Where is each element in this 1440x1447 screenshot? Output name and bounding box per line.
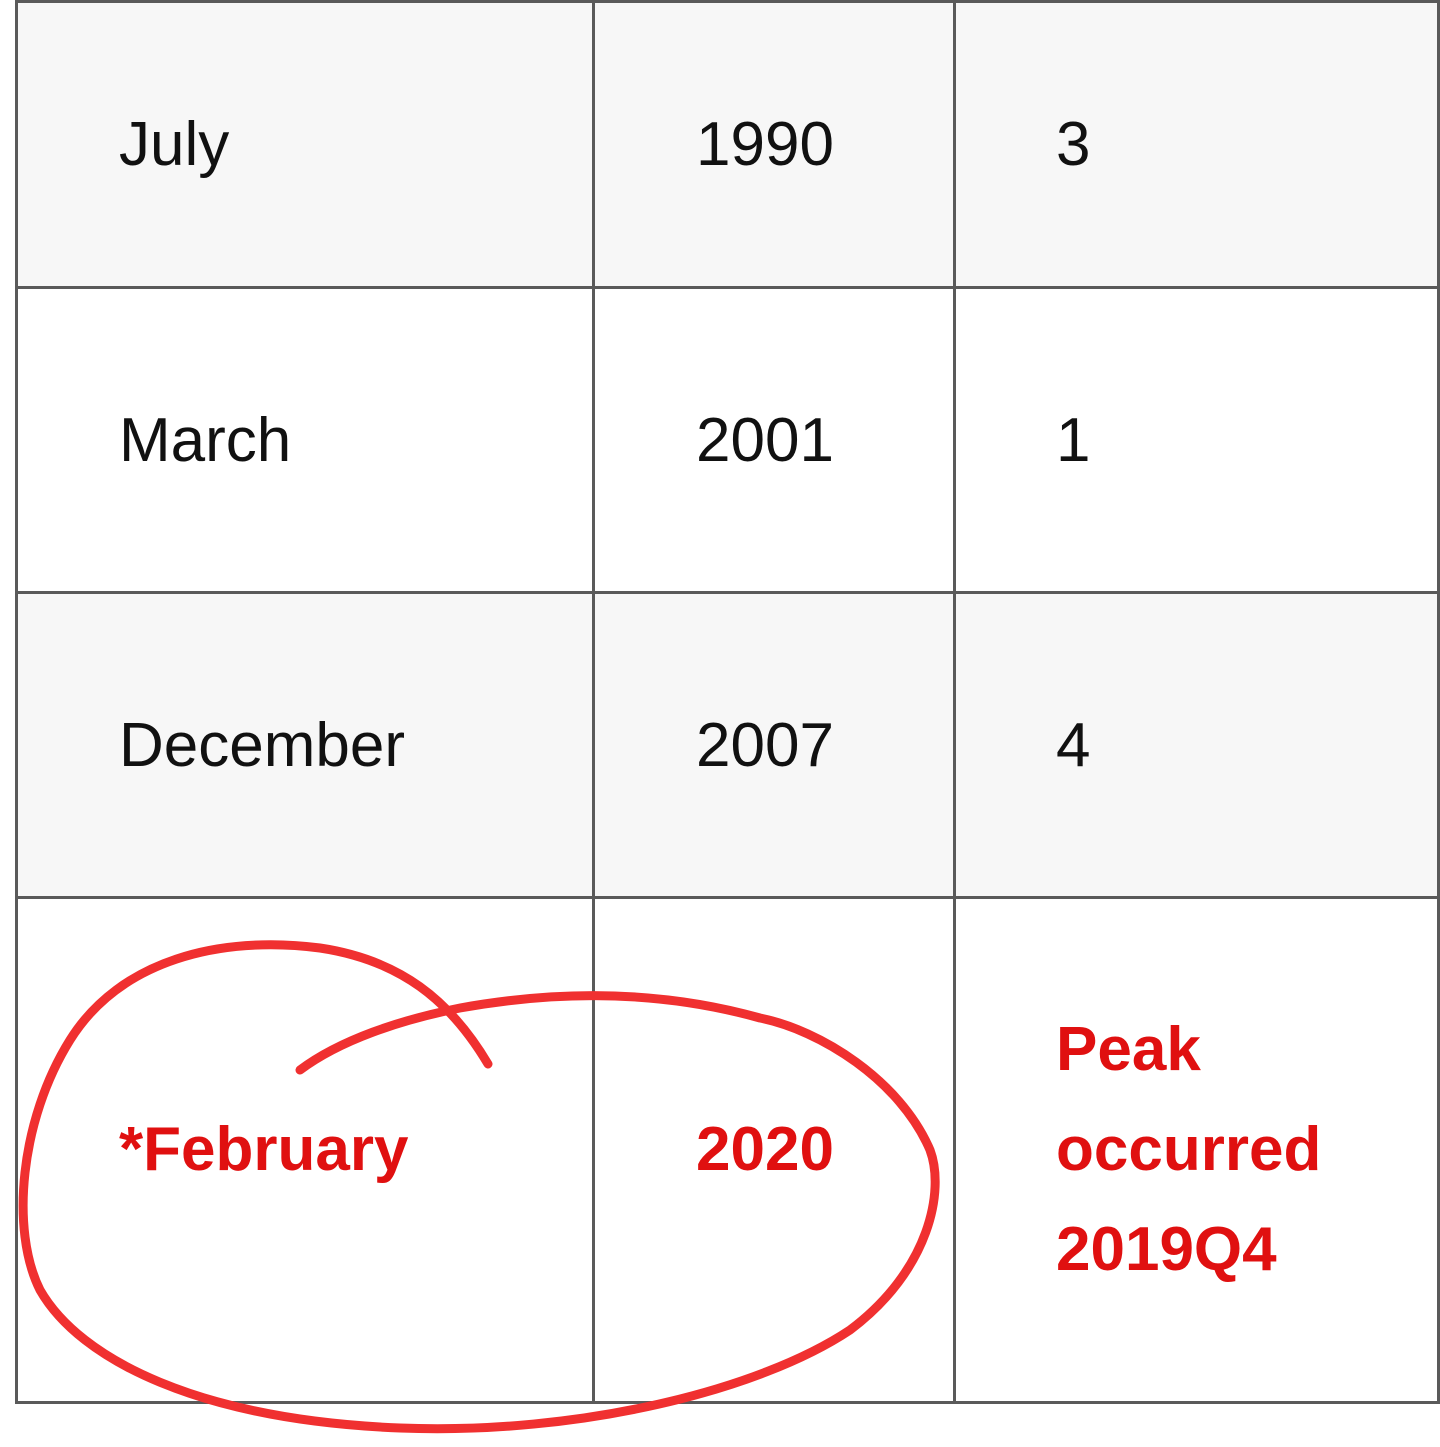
- note-line: occurred: [1056, 1115, 1322, 1184]
- month-cell: *February: [15, 896, 595, 1404]
- table-row: July 1990 3: [15, 0, 1440, 289]
- month-cell: March: [15, 286, 595, 594]
- table-row: March 2001 1: [15, 286, 1440, 594]
- table-row: December 2007 4: [15, 591, 1440, 899]
- year-cell: 1990: [592, 0, 956, 289]
- note-line: 2019Q4: [1056, 1215, 1277, 1284]
- data-table: July 1990 3 March 2001 1 December 2007 4…: [15, 0, 1440, 1404]
- year-cell: 2001: [592, 286, 956, 594]
- note-cell: Peak occurred 2019Q4: [953, 896, 1440, 1404]
- year-cell: 2020: [592, 896, 956, 1404]
- month-cell: December: [15, 591, 595, 899]
- month-cell: July: [15, 0, 595, 289]
- value-cell: 3: [953, 0, 1440, 289]
- value-cell: 4: [953, 591, 1440, 899]
- table-row-highlighted: *February 2020 Peak occurred 2019Q4: [15, 896, 1440, 1404]
- note-line: Peak: [1056, 1015, 1201, 1084]
- year-cell: 2007: [592, 591, 956, 899]
- value-cell: 1: [953, 286, 1440, 594]
